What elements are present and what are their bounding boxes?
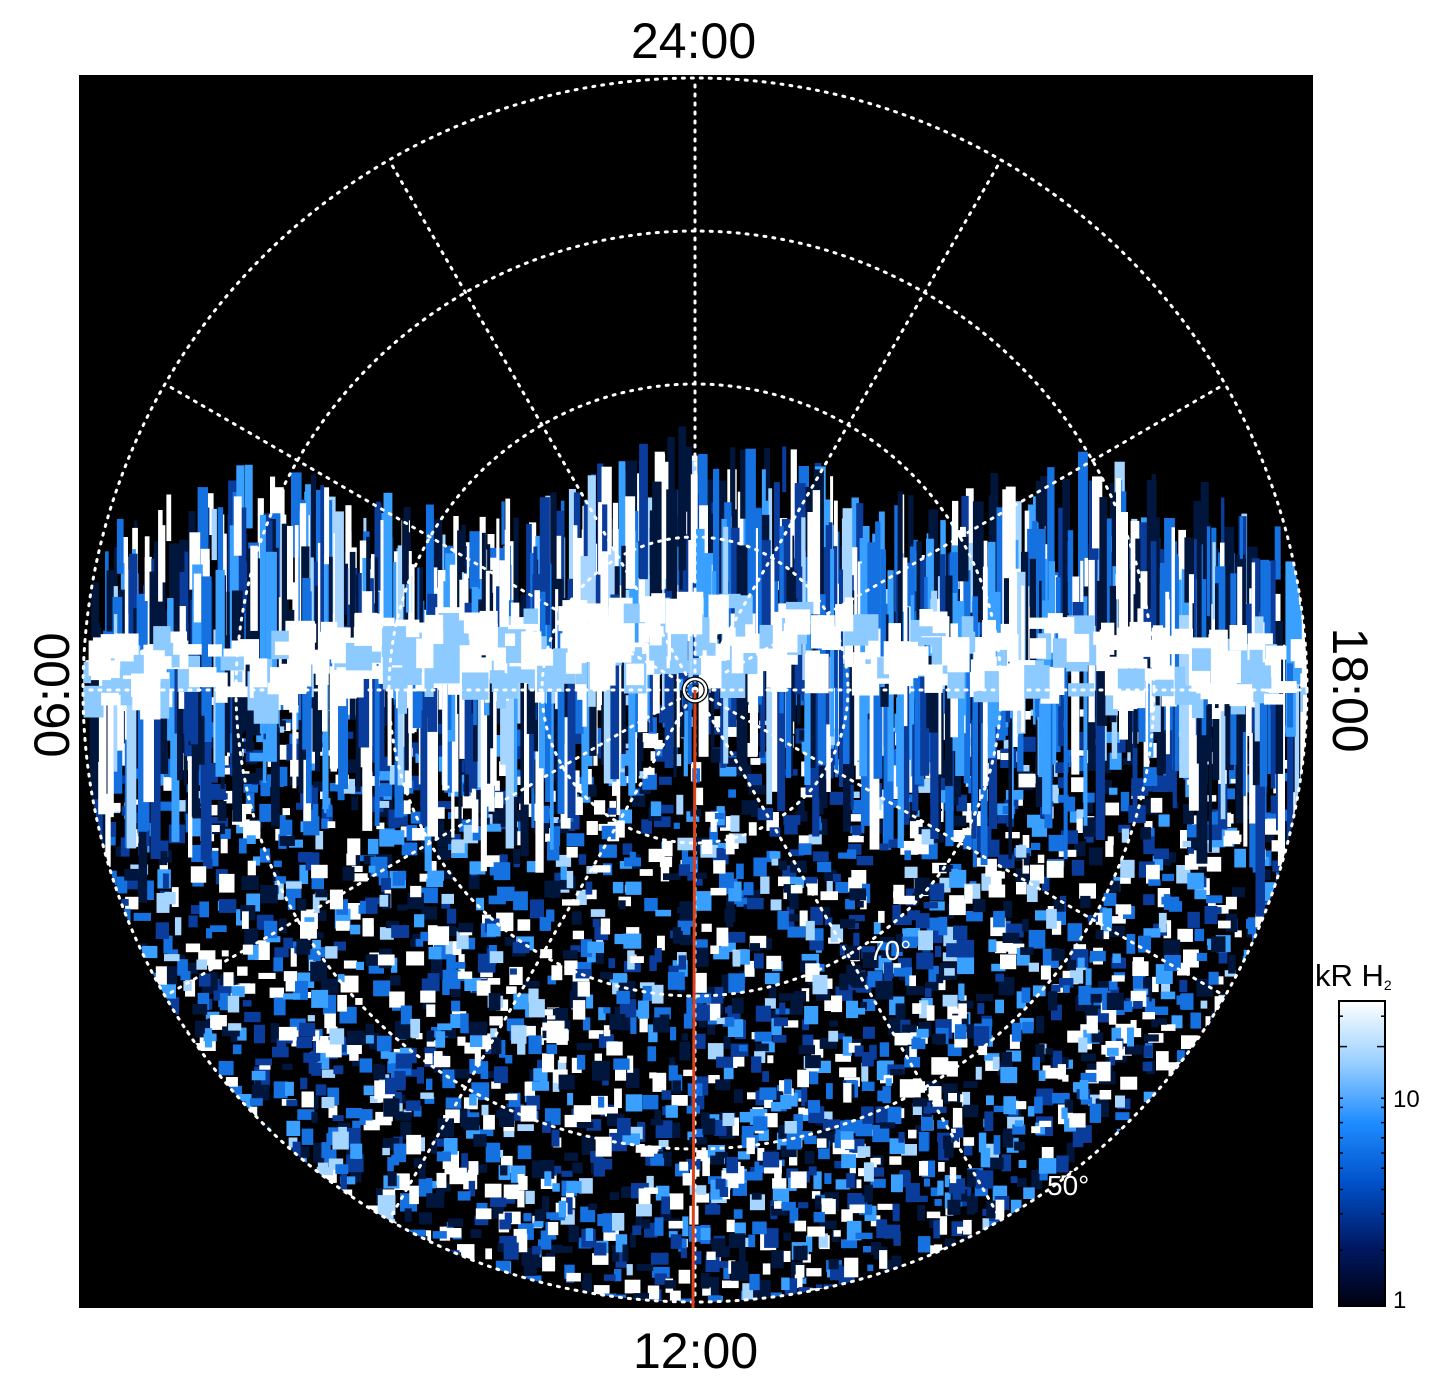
pole-marker	[681, 676, 709, 704]
local-time-label-top: 24:00	[631, 13, 757, 69]
local-time-label-right: 18:00	[1322, 627, 1378, 753]
colorbar	[1338, 1000, 1386, 1307]
emission-texture	[83, 426, 1307, 1302]
colorbar-title-subscript: 2	[1383, 977, 1392, 993]
colorbar-ticks	[1339, 1015, 1385, 1306]
local-time-label-bottom: 12:00	[633, 1323, 759, 1379]
colorbar-tick-10: 10	[1393, 1086, 1420, 1113]
polar-emission-map: 70° 50°	[79, 75, 1313, 1308]
local-time-label-left: 06:00	[24, 632, 80, 758]
latitude-label-70: 70°	[869, 935, 911, 966]
latitude-label-50: 50°	[1047, 1170, 1089, 1201]
colorbar-title: kR H2	[1315, 958, 1392, 993]
central-meridian-line	[691, 689, 697, 1308]
colorbar-tick-1: 1	[1393, 1287, 1407, 1314]
